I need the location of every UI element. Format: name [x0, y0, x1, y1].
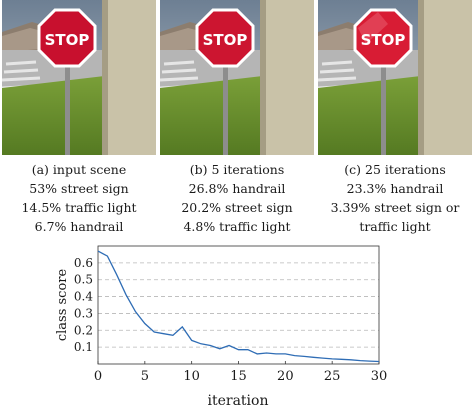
caption-line: 26.8% handrail — [188, 181, 286, 196]
series-line — [97, 250, 380, 363]
panel-5-iterations: STOP — [160, 0, 314, 155]
caption-line: 23.3% handrail — [346, 181, 444, 196]
caption-line: 53% street sign — [29, 181, 129, 196]
caption-line: 6.7% handrail — [34, 219, 124, 234]
caption-line: 20.2% street sign — [181, 200, 293, 215]
y-tick-label: 0.6 — [74, 256, 93, 270]
caption-title: (a) input scene — [31, 162, 127, 177]
caption-line: 4.8% traffic light — [183, 219, 291, 234]
caption-line: traffic light — [359, 219, 431, 234]
caption-25-iterations: (c) 25 iterations 23.3% handrail 3.39% s… — [316, 160, 474, 236]
caption-line: 14.5% traffic light — [21, 200, 137, 215]
x-tick-label: 15 — [230, 369, 247, 384]
x-tick-label: 10 — [183, 369, 200, 384]
x-tick-label: 25 — [324, 369, 341, 384]
stop-sign-text: STOP — [45, 31, 90, 49]
x-tick-label: 30 — [371, 369, 388, 384]
y-tick-label: 0.2 — [74, 323, 93, 337]
x-axis-label: iteration — [208, 393, 269, 409]
y-tick-label: 0.3 — [74, 306, 93, 320]
caption-line: 3.39% street sign or — [330, 200, 460, 215]
y-axis-label: class score — [55, 269, 70, 342]
y-tick-label: 0.4 — [74, 290, 93, 304]
x-tick-label: 0 — [94, 369, 102, 384]
panel-input-scene: STOP — [2, 0, 156, 155]
x-tick-label: 5 — [141, 369, 149, 384]
y-tick-label: 0.1 — [74, 340, 93, 354]
caption-input-scene: (a) input scene 53% street sign 14.5% tr… — [0, 160, 158, 236]
ticks: 0.1 0.2 0.3 0.4 0.5 0.6 0 5 10 15 20 25 30 — [74, 256, 387, 384]
caption-title: (c) 25 iterations — [344, 162, 446, 177]
caption-5-iterations: (b) 5 iterations 26.8% handrail 20.2% st… — [158, 160, 316, 236]
grid — [98, 262, 379, 348]
y-tick-label: 0.5 — [74, 273, 93, 287]
panel-25-iterations: STOP — [318, 0, 472, 155]
caption-title: (b) 5 iterations — [189, 162, 285, 177]
plot-frame — [97, 245, 380, 365]
x-tick-label: 20 — [277, 369, 294, 384]
stop-sign-text: STOP — [203, 31, 248, 49]
stop-sign-text: STOP — [361, 31, 406, 49]
